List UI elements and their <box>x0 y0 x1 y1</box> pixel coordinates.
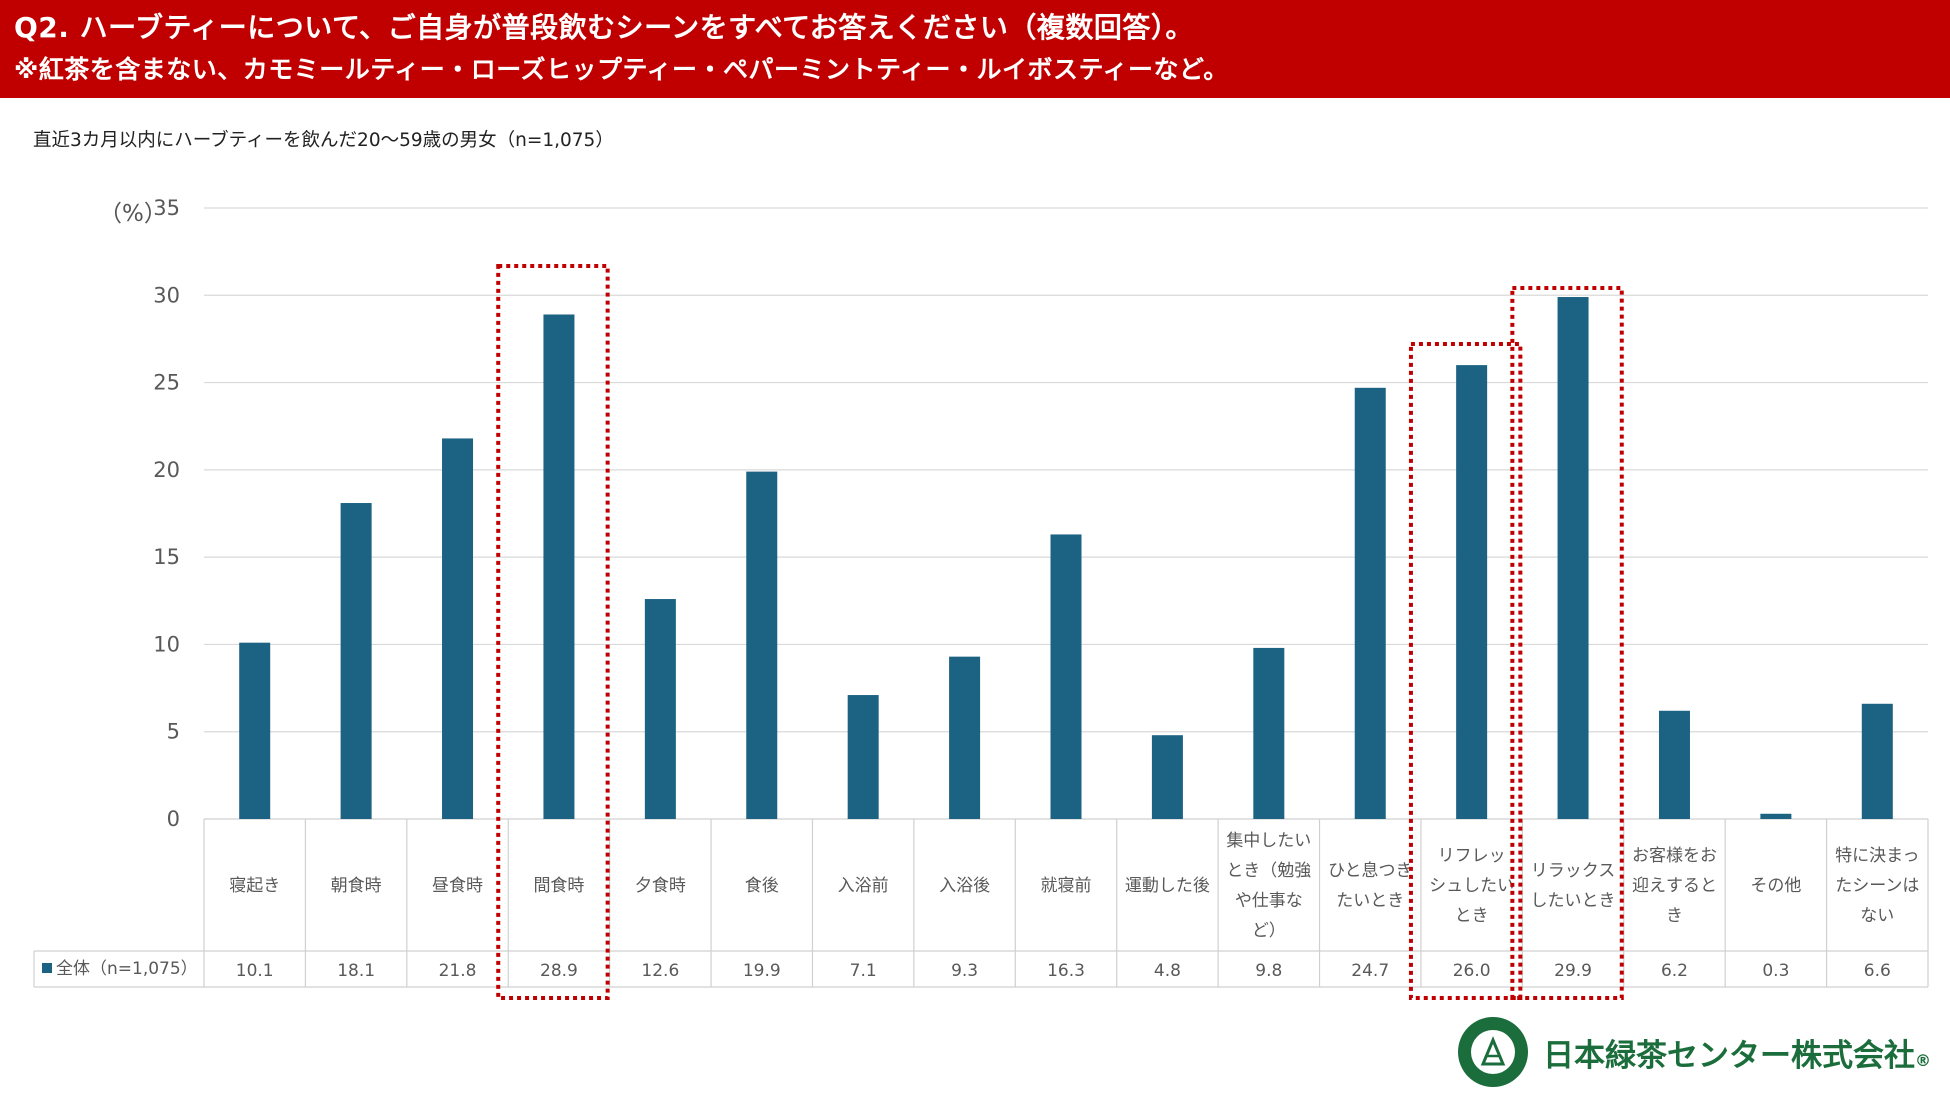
data-label: 21.8 <box>439 961 477 981</box>
category-label: リラックス <box>1531 861 1616 881</box>
question-note: ※紅茶を含まない、カモミールティー・ローズヒップティー・ペパーミントティー・ルイ… <box>14 55 1229 84</box>
category-label: 就寝前 <box>1041 875 1092 896</box>
category-label: 寝起き <box>229 875 280 896</box>
bar <box>1456 365 1488 819</box>
highlight-box <box>1408 342 1523 1000</box>
category-label: ない <box>1860 906 1894 926</box>
y-tick-label: 5 <box>167 720 180 744</box>
bar <box>1050 534 1082 819</box>
data-label: 26.0 <box>1453 961 1491 981</box>
category-label: 入浴後 <box>939 876 990 896</box>
data-label: 12.6 <box>641 961 679 981</box>
company-name-text: 日本緑茶センター株式会社 <box>1543 1038 1915 1074</box>
data-label: 0.3 <box>1762 961 1789 981</box>
company-logo: 日本緑茶センター株式会社® <box>1455 1012 1945 1092</box>
bar <box>847 695 879 819</box>
category-label: たシーンは <box>1835 876 1919 896</box>
y-tick-label: 25 <box>153 371 180 395</box>
y-tick-label: 30 <box>153 283 180 307</box>
category-label: 迎えすると <box>1632 876 1717 896</box>
bar <box>949 656 981 819</box>
category-label: とき <box>1455 906 1489 926</box>
bar <box>1151 735 1183 819</box>
bar <box>239 642 271 819</box>
data-label: 4.8 <box>1154 961 1181 981</box>
data-label: 7.1 <box>850 961 877 981</box>
category-label: 特に決まっ <box>1835 846 1919 866</box>
tea-emblem-icon <box>1458 1017 1528 1087</box>
chart-subtitle: 直近3カ月以内にハーブティーを飲んだ20～59歳の男女（n=1,075） <box>33 130 614 151</box>
bar <box>340 503 372 819</box>
y-tick-label: 20 <box>153 458 180 482</box>
bar <box>543 314 575 819</box>
bar <box>442 438 474 819</box>
highlight-box <box>496 264 610 1000</box>
category-label: お客様をお <box>1632 846 1717 866</box>
category-label: たいとき <box>1336 891 1404 911</box>
bar <box>1861 703 1893 819</box>
bar <box>746 471 778 819</box>
data-label: 9.3 <box>951 961 978 981</box>
bar <box>1354 387 1386 819</box>
data-label: 19.9 <box>743 961 781 981</box>
legend-label: 全体（n=1,075） <box>56 959 198 979</box>
data-label: 28.9 <box>540 961 578 981</box>
category-label: 食後 <box>745 876 779 896</box>
category-label: や仕事な <box>1235 891 1303 911</box>
highlight-box <box>1510 286 1624 1000</box>
data-label: 18.1 <box>337 961 375 981</box>
data-label: 24.7 <box>1351 961 1389 981</box>
category-label: 朝食時 <box>331 876 382 896</box>
data-label: 10.1 <box>236 961 274 981</box>
y-tick-label: 15 <box>153 545 180 569</box>
data-label: 6.6 <box>1864 961 1891 981</box>
y-axis-unit: （%） <box>99 201 167 227</box>
legend-swatch <box>42 963 52 973</box>
data-label: 9.8 <box>1255 961 1282 981</box>
data-label: 6.2 <box>1661 961 1688 981</box>
category-label: 集中したい <box>1226 831 1311 851</box>
category-label: ど） <box>1252 921 1286 941</box>
data-label: 29.9 <box>1554 961 1592 981</box>
category-label: とき（勉強 <box>1226 861 1311 881</box>
category-label: 夕食時 <box>635 876 686 896</box>
category-label: 間食時 <box>533 876 584 896</box>
category-label: 入浴前 <box>838 876 889 896</box>
bar <box>1253 647 1285 819</box>
bar <box>1760 813 1792 819</box>
y-tick-label: 0 <box>167 807 180 831</box>
category-label: き <box>1666 906 1683 926</box>
category-label: 昼食時 <box>432 876 483 896</box>
company-name: 日本緑茶センター株式会社® <box>1543 1030 1931 1075</box>
category-label: シュしたい <box>1429 876 1514 896</box>
category-label: リフレッ <box>1438 846 1506 866</box>
bar <box>644 599 676 819</box>
data-label: 16.3 <box>1047 961 1085 981</box>
y-tick-label: 35 <box>153 196 180 220</box>
header-banner: Q2. ハーブティーについて、ご自身が普段飲むシーンをすべてお答えください（複数… <box>0 0 1950 98</box>
y-tick-label: 10 <box>153 632 180 656</box>
category-label: 運動した後 <box>1125 876 1210 896</box>
category-label: したいとき <box>1531 891 1616 911</box>
registered-mark: ® <box>1915 1051 1931 1070</box>
bar <box>1658 710 1690 819</box>
category-label: その他 <box>1750 876 1801 896</box>
question-title: Q2. ハーブティーについて、ご自身が普段飲むシーンをすべてお答えください（複数… <box>14 11 1194 44</box>
bar <box>1557 297 1589 819</box>
category-label: ひと息つき <box>1328 861 1413 881</box>
